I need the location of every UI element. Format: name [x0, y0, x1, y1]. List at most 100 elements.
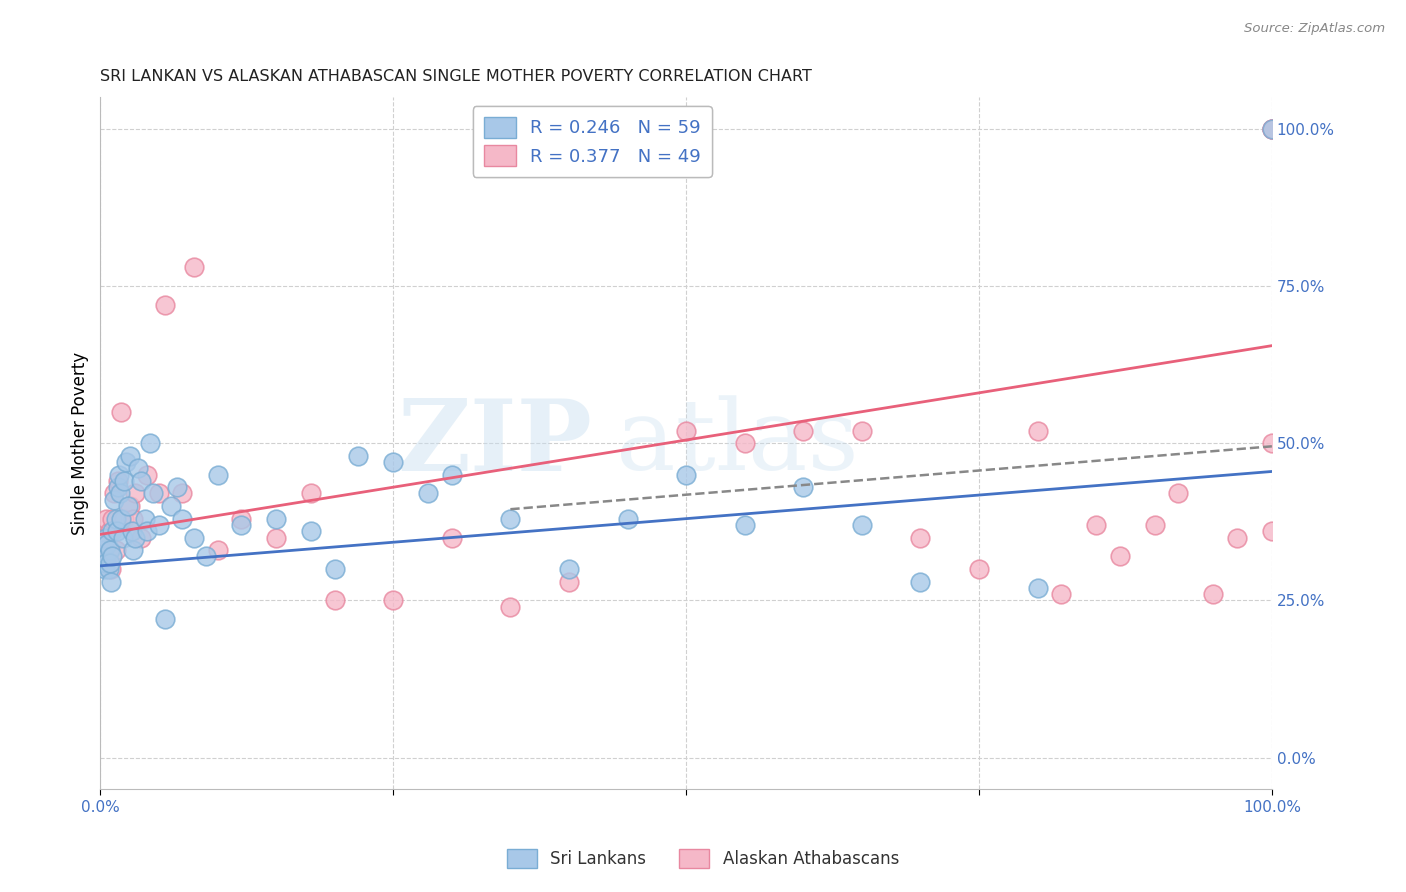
- Point: [101, 549, 124, 564]
- Point: [558, 562, 581, 576]
- Point: [1108, 549, 1130, 564]
- Point: [967, 562, 990, 576]
- Point: [1143, 517, 1166, 532]
- Point: [96, 537, 118, 551]
- Point: [131, 474, 153, 488]
- Point: [91, 531, 114, 545]
- Point: [207, 543, 229, 558]
- Point: [1026, 581, 1049, 595]
- Point: [299, 486, 322, 500]
- Point: [103, 492, 125, 507]
- Text: ZIP: ZIP: [398, 394, 592, 491]
- Point: [124, 486, 146, 500]
- Point: [851, 424, 873, 438]
- Point: [183, 531, 205, 545]
- Text: Source: ZipAtlas.com: Source: ZipAtlas.com: [1244, 22, 1385, 36]
- Point: [382, 455, 405, 469]
- Legend: Sri Lankans, Alaskan Athabascans: Sri Lankans, Alaskan Athabascans: [501, 842, 905, 875]
- Point: [91, 543, 114, 558]
- Point: [136, 524, 159, 539]
- Point: [97, 562, 120, 576]
- Point: [100, 574, 122, 589]
- Point: [1202, 587, 1225, 601]
- Point: [124, 531, 146, 545]
- Point: [97, 543, 120, 558]
- Point: [112, 511, 135, 525]
- Point: [153, 298, 176, 312]
- Point: [131, 531, 153, 545]
- Point: [110, 511, 132, 525]
- Point: [104, 543, 127, 558]
- Point: [229, 511, 252, 525]
- Point: [122, 511, 145, 525]
- Point: [148, 486, 170, 500]
- Point: [118, 449, 141, 463]
- Point: [910, 531, 932, 545]
- Point: [1085, 517, 1108, 532]
- Point: [134, 511, 156, 525]
- Point: [94, 562, 117, 576]
- Point: [910, 574, 932, 589]
- Point: [675, 467, 697, 482]
- Point: [101, 524, 124, 539]
- Point: [264, 511, 287, 525]
- Point: [148, 517, 170, 532]
- Point: [111, 531, 134, 545]
- Point: [440, 467, 463, 482]
- Legend: R = 0.246   N = 59, R = 0.377   N = 49: R = 0.246 N = 59, R = 0.377 N = 49: [472, 106, 711, 177]
- Point: [110, 405, 132, 419]
- Point: [207, 467, 229, 482]
- Point: [1261, 121, 1284, 136]
- Point: [1026, 424, 1049, 438]
- Point: [499, 511, 522, 525]
- Point: [115, 455, 138, 469]
- Text: SRI LANKAN VS ALASKAN ATHABASCAN SINGLE MOTHER POVERTY CORRELATION CHART: SRI LANKAN VS ALASKAN ATHABASCAN SINGLE …: [100, 69, 813, 84]
- Point: [1261, 121, 1284, 136]
- Point: [121, 524, 143, 539]
- Point: [792, 424, 814, 438]
- Point: [104, 511, 127, 525]
- Point: [851, 517, 873, 532]
- Point: [382, 593, 405, 607]
- Point: [96, 556, 118, 570]
- Point: [299, 524, 322, 539]
- Point: [98, 556, 121, 570]
- Point: [110, 486, 132, 500]
- Point: [107, 474, 129, 488]
- Point: [127, 461, 149, 475]
- Point: [264, 531, 287, 545]
- Point: [136, 467, 159, 482]
- Point: [159, 499, 181, 513]
- Point: [1167, 486, 1189, 500]
- Point: [138, 436, 160, 450]
- Point: [108, 467, 131, 482]
- Point: [1261, 524, 1284, 539]
- Point: [675, 424, 697, 438]
- Point: [93, 549, 115, 564]
- Point: [792, 480, 814, 494]
- Point: [153, 612, 176, 626]
- Point: [117, 499, 139, 513]
- Point: [229, 517, 252, 532]
- Point: [1050, 587, 1073, 601]
- Point: [96, 511, 118, 525]
- Point: [323, 562, 346, 576]
- Point: [166, 480, 188, 494]
- Point: [100, 562, 122, 576]
- Point: [122, 543, 145, 558]
- Point: [103, 486, 125, 500]
- Point: [1261, 436, 1284, 450]
- Point: [98, 524, 121, 539]
- Point: [323, 593, 346, 607]
- Point: [96, 531, 118, 545]
- Point: [418, 486, 440, 500]
- Point: [734, 436, 756, 450]
- Point: [107, 480, 129, 494]
- Point: [172, 511, 194, 525]
- Point: [616, 511, 638, 525]
- Point: [499, 599, 522, 614]
- Point: [172, 486, 194, 500]
- Point: [347, 449, 370, 463]
- Point: [112, 474, 135, 488]
- Point: [1226, 531, 1249, 545]
